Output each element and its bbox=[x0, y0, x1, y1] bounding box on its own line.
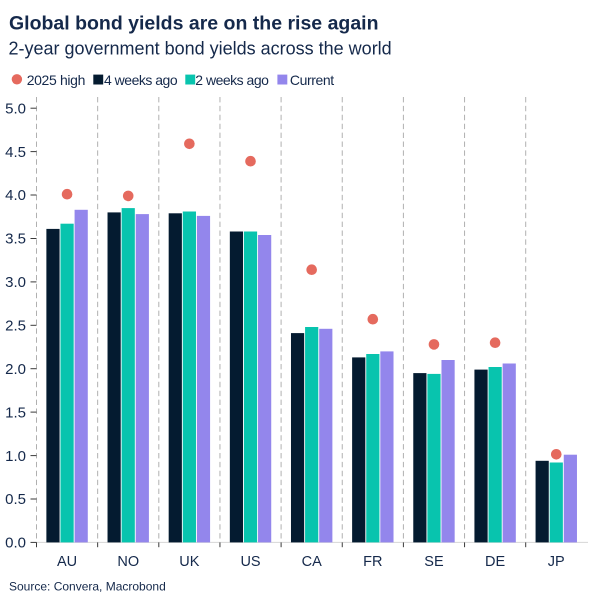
svg-text:2.5: 2.5 bbox=[5, 318, 26, 335]
svg-text:NO: NO bbox=[117, 554, 139, 570]
svg-text:UK: UK bbox=[179, 554, 199, 570]
svg-text:Current: Current bbox=[290, 72, 334, 88]
svg-text:3.5: 3.5 bbox=[5, 231, 26, 248]
svg-text:1.5: 1.5 bbox=[5, 404, 26, 421]
svg-text:1.0: 1.0 bbox=[5, 448, 26, 465]
svg-text:4.0: 4.0 bbox=[5, 187, 26, 204]
svg-text:Global bond yields are on the: Global bond yields are on the rise again bbox=[9, 13, 379, 35]
svg-text:DE: DE bbox=[485, 554, 505, 570]
svg-text:AU: AU bbox=[57, 554, 77, 570]
svg-text:3.0: 3.0 bbox=[5, 274, 26, 291]
svg-text:0.0: 0.0 bbox=[5, 535, 26, 552]
svg-text:SE: SE bbox=[424, 554, 444, 570]
svg-text:2.0: 2.0 bbox=[5, 361, 26, 378]
svg-text:CA: CA bbox=[302, 554, 322, 570]
svg-text:2025 high: 2025 high bbox=[27, 72, 85, 88]
svg-text:2 weeks ago: 2 weeks ago bbox=[195, 72, 269, 88]
svg-text:Source: Convera, Macrobond: Source: Convera, Macrobond bbox=[9, 580, 166, 594]
svg-text:JP: JP bbox=[548, 554, 565, 570]
svg-text:FR: FR bbox=[363, 554, 382, 570]
svg-text:0.5: 0.5 bbox=[5, 491, 26, 508]
svg-text:4 weeks ago: 4 weeks ago bbox=[104, 72, 178, 88]
svg-text:US: US bbox=[240, 554, 260, 570]
svg-text:2-year government bond yields: 2-year government bond yields across the… bbox=[9, 39, 392, 59]
svg-text:5.0: 5.0 bbox=[5, 100, 26, 117]
svg-text:4.5: 4.5 bbox=[5, 144, 26, 161]
